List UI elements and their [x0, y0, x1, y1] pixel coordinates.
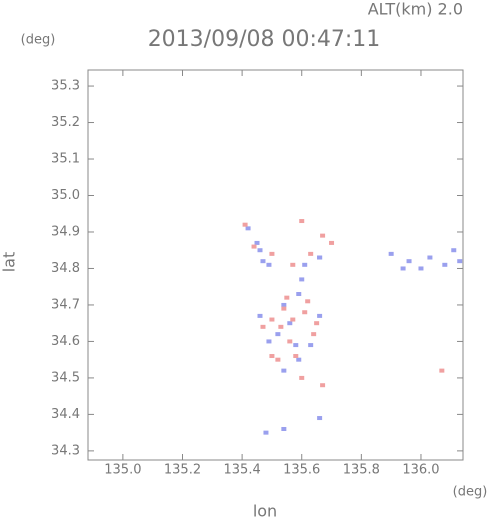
echo-point	[290, 262, 296, 267]
echo-point	[314, 321, 320, 326]
echo-point	[311, 332, 317, 337]
y-tick-label: 34.6	[51, 334, 80, 349]
echo-point	[320, 233, 326, 238]
x-unit: (deg)	[453, 485, 488, 500]
echo-point	[299, 277, 305, 282]
y-tick-label: 34.5	[51, 370, 80, 385]
echo-point	[418, 266, 424, 271]
y-tick-label: 34.8	[51, 261, 80, 276]
echo-point	[305, 299, 311, 304]
y-axis-label: lat	[0, 252, 19, 273]
echo-point	[451, 248, 457, 253]
x-axis-label: lon	[253, 502, 277, 521]
echo-point	[269, 317, 275, 322]
echo-point	[287, 339, 293, 344]
x-tick-label: 135.8	[343, 463, 380, 478]
echo-point	[284, 295, 290, 300]
echo-point	[275, 357, 281, 362]
echo-point	[269, 251, 275, 256]
echo-point	[266, 339, 272, 344]
echo-point	[278, 324, 284, 329]
y-tick-label: 35.3	[51, 79, 80, 94]
echo-point	[275, 332, 281, 337]
echo-point	[296, 357, 302, 362]
echo-point	[266, 262, 272, 267]
y-tick-label: 34.7	[51, 297, 80, 312]
x-tick-label: 135.6	[283, 463, 320, 478]
echo-point	[406, 259, 412, 264]
echo-point	[308, 343, 314, 348]
echo-point	[299, 375, 305, 380]
y-tick-label: 34.9	[51, 224, 80, 239]
echo-point	[400, 266, 406, 271]
echo-point	[296, 292, 302, 297]
echo-point	[308, 251, 314, 256]
echo-point	[281, 368, 287, 373]
echo-point	[257, 248, 263, 253]
echo-point	[302, 310, 308, 315]
y-tick-label: 34.4	[51, 407, 80, 422]
echo-point	[329, 240, 335, 245]
echo-point	[260, 324, 266, 329]
x-tick-label: 135.2	[164, 463, 201, 478]
echo-point	[427, 255, 433, 260]
echo-point	[245, 226, 251, 231]
echo-point	[317, 416, 323, 421]
y-tick-label: 35.1	[51, 152, 80, 167]
echo-point	[439, 368, 445, 373]
echo-point	[251, 244, 257, 249]
echo-point	[293, 354, 299, 359]
echo-point	[287, 321, 293, 326]
x-tick-label: 135.0	[104, 463, 141, 478]
echo-point	[302, 262, 308, 267]
echo-point	[388, 251, 394, 256]
echo-point	[299, 219, 305, 224]
echo-point	[293, 343, 299, 348]
chart-title: 2013/09/08 00:47:11	[148, 27, 381, 52]
y-tick-label: 35.0	[51, 188, 80, 203]
echo-point	[269, 354, 275, 359]
echo-point	[320, 383, 326, 388]
echo-point	[281, 306, 287, 311]
echo-point	[260, 259, 266, 264]
echo-point	[290, 317, 296, 322]
y-unit: (deg)	[21, 33, 56, 48]
altitude: ALT(km) 2.0	[368, 0, 463, 19]
echo-point	[254, 240, 260, 245]
echo-point	[257, 313, 263, 318]
echo-point	[281, 302, 287, 307]
y-tick-label: 34.3	[51, 443, 80, 458]
echo-point	[242, 222, 248, 227]
echo-point	[457, 259, 463, 264]
echo-point	[442, 262, 448, 267]
x-tick-label: 136.0	[402, 463, 439, 478]
echo-point	[317, 255, 323, 260]
echo-point	[281, 426, 287, 431]
echo-point	[263, 430, 269, 435]
y-tick-label: 35.2	[51, 115, 80, 130]
plot-frame	[87, 69, 464, 461]
echo-point	[317, 313, 323, 318]
x-tick-label: 135.4	[224, 463, 261, 478]
